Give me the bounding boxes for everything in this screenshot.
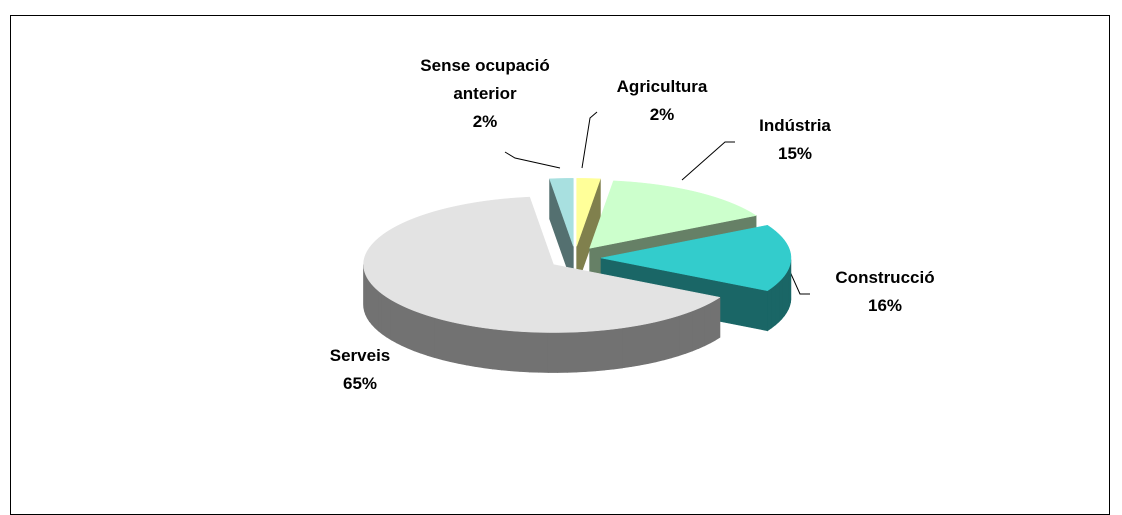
category-label: Agricultura	[617, 77, 708, 96]
slice-side	[502, 330, 511, 371]
slice-side	[391, 300, 396, 343]
slice-side	[382, 294, 386, 337]
slice-label: Sense ocupació anterior 2%	[400, 52, 570, 136]
slice-side	[567, 332, 576, 372]
slice-side	[520, 332, 529, 373]
slice-side	[442, 320, 450, 362]
slice-side	[671, 316, 678, 358]
slice-side	[779, 279, 782, 322]
slice-side	[428, 315, 435, 357]
slice-side	[484, 328, 493, 369]
slice-side	[375, 288, 378, 331]
slice-label: Indústria 15%	[735, 112, 855, 168]
slice-side	[450, 322, 458, 364]
slice-side	[548, 333, 557, 373]
value-label: 15%	[778, 144, 812, 163]
leader-line	[682, 142, 735, 180]
category-label: Serveis	[330, 346, 391, 365]
slice-side	[772, 285, 776, 328]
slice-label: Construcció 16%	[810, 264, 960, 320]
slice-side	[458, 323, 466, 365]
value-label: 65%	[343, 374, 377, 393]
slice-side	[511, 331, 520, 372]
slice-side	[782, 276, 785, 319]
page: {"chart_data": {"type": "pie", "categori…	[0, 0, 1122, 501]
value-label: 2%	[650, 105, 675, 124]
slice-side	[604, 329, 613, 370]
slice-side	[387, 297, 392, 340]
slice-side	[421, 313, 428, 355]
slice-side	[767, 288, 771, 331]
slice-side	[558, 332, 567, 372]
slice-side	[699, 306, 705, 349]
slice-side	[466, 325, 475, 366]
slice-side	[679, 313, 686, 355]
slice-side	[577, 332, 586, 372]
value-label: 2%	[473, 112, 498, 131]
slice-side	[692, 308, 698, 351]
slice-side	[369, 281, 372, 324]
category-label: Construcció	[835, 268, 934, 287]
slice-side	[475, 326, 484, 367]
slice-side	[493, 329, 502, 370]
slice-side	[686, 311, 693, 353]
slice-side	[539, 332, 548, 372]
slice-side	[595, 330, 604, 371]
slice-side	[664, 318, 672, 360]
slice-side	[586, 331, 595, 372]
slice-side	[715, 297, 720, 340]
leader-line	[505, 152, 560, 168]
slice-side	[656, 320, 664, 362]
category-label: Indústria	[759, 116, 831, 135]
slice-side	[710, 300, 715, 343]
slice-side	[529, 332, 538, 372]
slice-side	[648, 322, 656, 364]
value-label: 16%	[868, 296, 902, 315]
slice-side	[396, 303, 402, 346]
slice-side	[640, 324, 648, 366]
category-label: Sense ocupació anterior	[420, 56, 549, 103]
slice-side	[613, 328, 622, 369]
slice-label: Agricultura 2%	[592, 73, 732, 129]
slice-side	[435, 318, 443, 360]
slice-side	[705, 303, 711, 346]
slice-side	[784, 273, 786, 316]
slice-side	[367, 278, 369, 321]
slice-side	[631, 325, 640, 366]
slice-side	[622, 327, 631, 368]
slice-side	[372, 285, 375, 328]
slice-side	[378, 291, 382, 334]
slice-label: Serveis 65%	[305, 342, 415, 398]
slice-side	[775, 282, 778, 325]
